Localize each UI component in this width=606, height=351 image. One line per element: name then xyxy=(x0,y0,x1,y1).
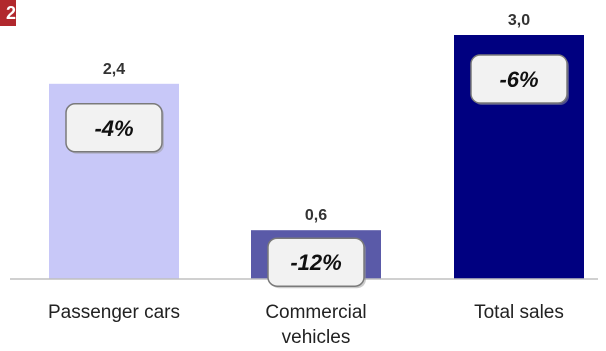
change-label-0: -4% xyxy=(94,116,133,141)
change-box-frame-0 xyxy=(65,103,163,153)
category-label-line: vehicles xyxy=(282,327,351,348)
value-label-1: 0,6 xyxy=(305,207,327,224)
category-label-1: Commercial vehicles xyxy=(265,302,366,348)
change-box-frame-2 xyxy=(470,54,568,104)
labels-layer: 2,4 -4% Passenger cars 0,6 -12% Commercial veh… xyxy=(48,12,569,348)
change-label-1: -12% xyxy=(290,250,341,275)
value-label-2: 3,0 xyxy=(508,12,530,29)
change-box-1: -12% xyxy=(267,237,366,289)
category-label-line: Passenger cars xyxy=(48,302,180,323)
category-label-line: Commercial xyxy=(265,302,366,323)
corner-badge: 2 xyxy=(0,0,16,26)
category-label-0: Passenger cars xyxy=(48,302,180,323)
category-label-2: Total sales xyxy=(474,302,564,323)
change-box-2: -6% xyxy=(470,54,569,105)
change-box-frame-1 xyxy=(267,237,365,287)
change-label-2: -6% xyxy=(499,67,538,92)
category-label-line: Total sales xyxy=(474,302,564,323)
change-box-0: -4% xyxy=(65,103,164,154)
value-label-0: 2,4 xyxy=(103,61,125,78)
